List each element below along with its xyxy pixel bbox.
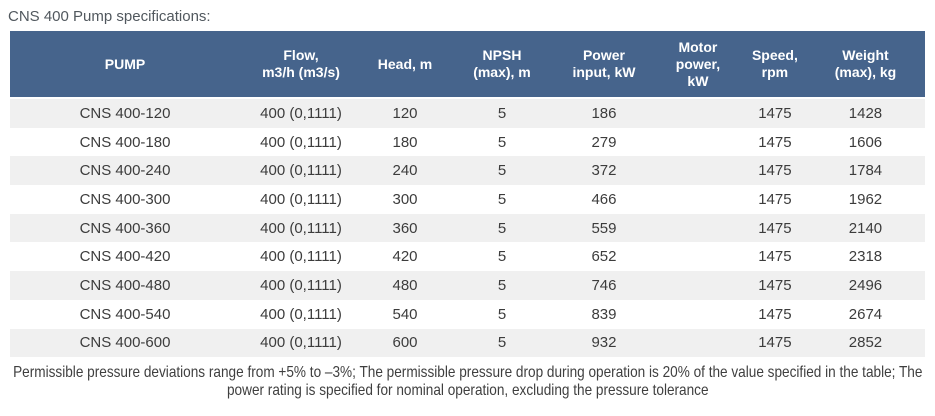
table-cell: 400 (0,1111) [260, 276, 342, 294]
table-cell: 466 [591, 190, 617, 208]
table-cell: 1475 [758, 133, 792, 151]
table-cell: CNS 400-180 [79, 133, 171, 151]
spec-table: PUMP Flow, m3/h (m3/s) Head, m NPSH (max), … [10, 31, 925, 358]
table-cell: 1784 [848, 162, 883, 180]
table-cell [652, 156, 744, 185]
table-cell: 839 [591, 305, 617, 323]
table-cell: 400 (0,1111) [260, 305, 342, 323]
table-cell: CNS 400-420 [79, 248, 171, 266]
table-cell: CNS 400-540 [79, 305, 171, 323]
table-cell: 5 [497, 276, 507, 294]
table-cell: 240 [392, 162, 418, 180]
table-cell: 746 [591, 276, 617, 294]
table-header-cell: Power input, kW [555, 31, 652, 99]
table-row: CNS 400-480 400 (0,1111) 480 5 746 1475 2496 [10, 271, 925, 300]
table-cell: 1428 [848, 104, 883, 122]
footnote-container: Permissible pressure deviations range fr… [0, 364, 935, 400]
table-cell: 5 [497, 334, 507, 352]
table-row: CNS 400-600 400 (0,1111) 600 5 932 1475 2852 [10, 328, 925, 358]
table-cell: 5 [497, 219, 507, 237]
table-header-cell: Flow, m3/h (m3/s) [240, 31, 362, 99]
table-cell: 1475 [758, 305, 792, 323]
table-row: CNS 400-240 400 (0,1111) 240 5 372 1475 1784 [10, 156, 925, 186]
table-cell: 2318 [848, 248, 883, 266]
table-row: CNS 400-360 400 (0,1111) 360 5 559 1475 2140 [10, 213, 925, 243]
table-cell [652, 185, 744, 214]
table-cell: CNS 400-300 [79, 190, 171, 208]
table-cell: 5 [497, 162, 507, 180]
table-cell: 1475 [758, 248, 792, 266]
table-cell: 420 [392, 248, 418, 266]
table-header-row: PUMP Flow, m3/h (m3/s) Head, m NPSH (max), … [10, 31, 925, 99]
table-cell [652, 242, 744, 271]
table-cell: 5 [497, 190, 507, 208]
table-cell: 120 [392, 104, 418, 122]
table-cell: 5 [497, 104, 507, 122]
table-cell: 372 [591, 162, 617, 180]
table-row: CNS 400-540 400 (0,1111) 540 5 839 1475 2674 [10, 299, 925, 329]
table-cell: 1475 [758, 162, 792, 180]
table-cell: 400 (0,1111) [260, 133, 342, 151]
table-cell: 279 [591, 133, 617, 151]
table-cell [652, 271, 744, 300]
table-header-cell: Weight (max), kg [805, 31, 925, 99]
table-cell: 400 (0,1111) [260, 248, 342, 266]
table-cell [652, 300, 744, 329]
table-cell: 400 (0,1111) [260, 104, 342, 122]
table-cell [652, 98, 744, 128]
table-cell: 480 [392, 276, 418, 294]
table-header-cell: Speed, rpm [743, 31, 806, 99]
table-cell: CNS 400-120 [79, 104, 171, 122]
table-cell: 5 [497, 133, 507, 151]
table-cell: 559 [591, 219, 617, 237]
table-cell: CNS 400-600 [79, 334, 171, 352]
table-cell [652, 329, 744, 358]
table-header-cell: NPSH (max), m [448, 31, 556, 99]
table-cell: 400 (0,1111) [260, 162, 342, 180]
table-row: CNS 400-300 400 (0,1111) 300 5 466 1475 1962 [10, 185, 925, 214]
table-row: CNS 400-180 400 (0,1111) 180 5 279 1475 1606 [10, 127, 925, 157]
table-cell: 2496 [848, 276, 883, 294]
table-header-cell: PUMP [10, 31, 241, 99]
footnote: Permissible pressure deviations range fr… [12, 364, 923, 400]
table-cell: 1475 [758, 104, 792, 122]
table-header-cell: Head, m [362, 31, 448, 99]
table-cell: 2852 [848, 334, 883, 352]
table-cell: 600 [392, 334, 418, 352]
table-cell: 1606 [848, 133, 883, 151]
table-cell [652, 214, 744, 243]
table-header-cell: Motor power, kW [651, 31, 744, 99]
table-cell: 652 [591, 248, 617, 266]
table-cell: 1475 [758, 219, 792, 237]
table-cell: 1475 [758, 276, 792, 294]
table-cell: 5 [497, 305, 507, 323]
table-cell: 5 [497, 248, 507, 266]
table-row: CNS 400-120 400 (0,1111) 120 5 186 1475 1428 [10, 98, 925, 128]
table-row: CNS 400-420 400 (0,1111) 420 5 652 1475 2318 [10, 242, 925, 272]
table-cell: 180 [392, 133, 418, 151]
table-body: CNS 400-120 400 (0,1111) 120 5 186 1475 1428 CN… [10, 98, 925, 358]
table-cell: CNS 400-240 [79, 162, 171, 180]
table-cell: 360 [392, 219, 418, 237]
table-cell: 1475 [758, 190, 792, 208]
table-cell: 932 [591, 334, 617, 352]
table-cell: CNS 400-480 [79, 276, 171, 294]
table-cell: 1962 [848, 190, 883, 208]
table-cell: 1475 [758, 334, 792, 352]
page-title: CNS 400 Pump specifications: [8, 8, 211, 25]
table-cell: 186 [591, 104, 617, 122]
table-cell: CNS 400-360 [79, 219, 171, 237]
table-cell: 400 (0,1111) [260, 219, 342, 237]
table-cell [652, 128, 744, 157]
table-cell: 2140 [848, 219, 883, 237]
table-cell: 400 (0,1111) [260, 334, 342, 352]
table-cell: 400 (0,1111) [260, 190, 342, 208]
table-cell: 300 [392, 190, 418, 208]
table-cell: 2674 [848, 305, 883, 323]
table-cell: 540 [392, 305, 418, 323]
